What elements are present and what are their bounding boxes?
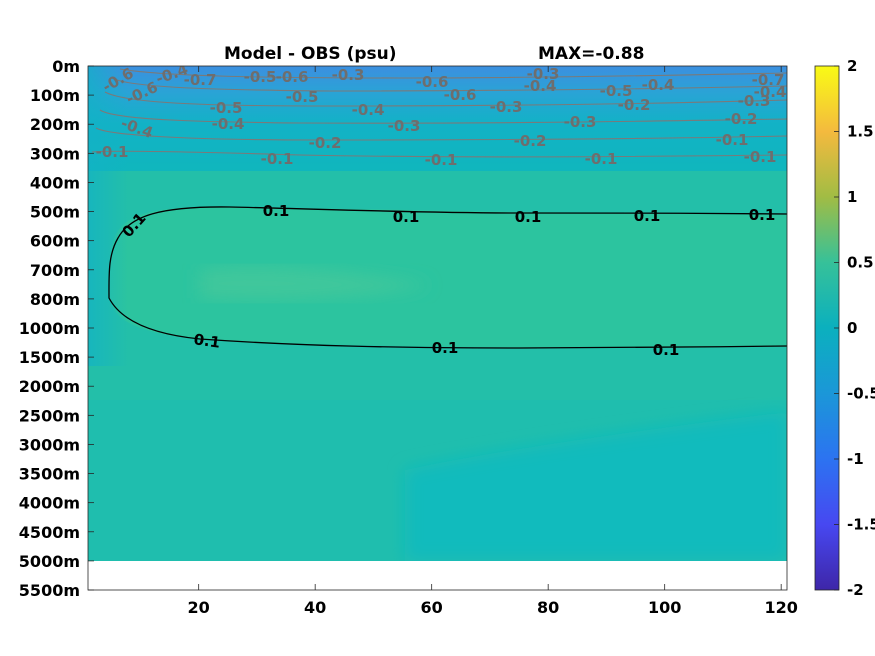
x-tick-label: 20 [188,598,210,617]
colorbar-tick-label: 0.5 [847,254,874,272]
y-tick-label: 400m [30,173,80,192]
y-tick-label: 300m [30,144,80,163]
contour-label-gray: -0.7 [184,71,217,89]
x-tick-label: 40 [304,598,326,617]
mid-high-region [110,206,787,348]
contour-label-gray: -0.4 [524,77,557,95]
y-tick-label: 4000m [19,494,80,513]
y-axis-ticks: 0m 100m 200m 300m 400m 500m 600m 700m 800m 1000m 1… [19,57,94,600]
y-tick-label: 5500m [19,581,80,600]
mid-core [200,266,430,300]
y-tick-label: 5000m [19,552,80,571]
contour-0.1 [108,206,787,349]
contour-label-gray: -0.4 [754,83,787,101]
max-annotation: MAX=-0.88 [538,44,644,64]
contour-label-black: 0.1 [749,206,776,224]
contour-label-gray: -0.1 [425,151,458,169]
colorbar-tick-label: 2 [847,57,857,75]
chart-title: Model - OBS (psu) [224,44,397,64]
contour-label-black: 0.1 [432,339,459,357]
contour-label-gray: -0.2 [725,110,758,128]
colorbar-tick-label: -2 [847,581,864,599]
x-axis-ticks: 20 40 60 80 100 120 [188,66,798,617]
y-tick-label: 1500m [19,348,80,367]
contour-label-black: 0.1 [634,207,661,225]
contour-label-gray: -0.3 [738,92,771,110]
contour-label-black: 0.1 [193,330,222,352]
contour-label-gray: -0.1 [585,150,618,168]
y-tick-label: 700m [30,261,80,280]
surface-gradient [88,66,787,171]
x-tick-label: 120 [764,598,797,617]
colorbar-ticks: 2 1.5 1 0.5 0 -0.5 -1 -1.5 -2 [834,57,875,599]
colorbar: 2 1.5 1 0.5 0 -0.5 -1 -1.5 -2 [814,57,875,599]
contour-label-gray: -0.2 [309,134,342,152]
y-tick-label: 1000m [19,319,80,338]
colorbar-tick-label: -1.5 [847,516,875,534]
y-tick-label: 2500m [19,406,80,425]
y-tick-label: 600m [30,232,80,251]
contour-label-black: 0.1 [653,341,680,359]
contour-label-black: 0.1 [515,208,542,226]
contour-label-gray: -0.5 [600,82,633,100]
contour-label-gray: -0.1 [261,150,294,168]
contour-label-gray: -0.1 [96,143,129,161]
contour-label-gray: -0.3 [332,66,365,84]
contour-label-gray: -0.2 [514,132,547,150]
contour-label-gray: -0.7 [752,71,785,89]
x-tick-label: 60 [421,598,443,617]
colorbar-tick-label: 1.5 [847,123,874,141]
gray-contour-labels: -0.6 -0.4-0.7 -0.5 -0.6 -0.3 -0.3 -0.7-0.6 -0.5… [96,65,787,169]
y-tick-label: 0m [52,57,80,76]
x-tick-label: 80 [537,598,559,617]
y-tick-label: 3000m [19,435,80,454]
contour-label-black: 0.1 [263,202,290,220]
gray-contours [91,68,787,158]
deep-low-region [405,412,787,561]
colorbar-tick-label: -0.5 [847,385,875,403]
contour-label-gray: -0.3 [564,113,597,131]
contour-label-gray: -0.5 [244,68,277,86]
contour-label-gray: -0.5 [286,88,319,106]
contour-label-gray: -0.6 [444,86,477,104]
contour-label-gray: -0.3 [490,98,523,116]
contour-label-gray: -0.4 [212,115,245,133]
y-tick-label: 500m [30,203,80,222]
y-tick-label: 2000m [19,377,80,396]
colorbar-tick-label: 0 [847,319,857,337]
heatmap-field: -0.6 -0.4-0.7 -0.5 -0.6 -0.3 -0.3 -0.7-0.6 -0.5… [88,65,787,561]
contour-label-gray: -0.6 [416,73,449,91]
contour-label-gray: -0.1 [716,131,749,149]
contour-label-gray: -0.1 [744,148,777,166]
contour-label-gray: -0.4 [642,76,675,94]
contour-label-gray: -0.3 [388,117,421,135]
colorbar-tick-label: -1 [847,450,864,468]
x-tick-label: 100 [648,598,681,617]
plot-area: -0.6 -0.4-0.7 -0.5 -0.6 -0.3 -0.3 -0.7-0.6 -0.5… [19,57,798,617]
y-tick-label: 3500m [19,465,80,484]
contour-label-gray: -0.4 [352,101,385,119]
contour-label-gray: -0.6 [276,68,309,86]
deep-transition [88,400,787,561]
contour-label-gray: -0.3 [527,65,560,83]
y-tick-label: 4500m [19,523,80,542]
colorbar-tick-label: 1 [847,188,857,206]
y-tick-label: 200m [30,115,80,134]
contour-label-gray: -0.2 [618,96,651,114]
y-tick-label: 800m [30,290,80,309]
contour-label-gray: -0.5 [210,99,243,117]
contour-label-black: 0.1 [393,208,420,226]
y-tick-label: 100m [30,86,80,105]
